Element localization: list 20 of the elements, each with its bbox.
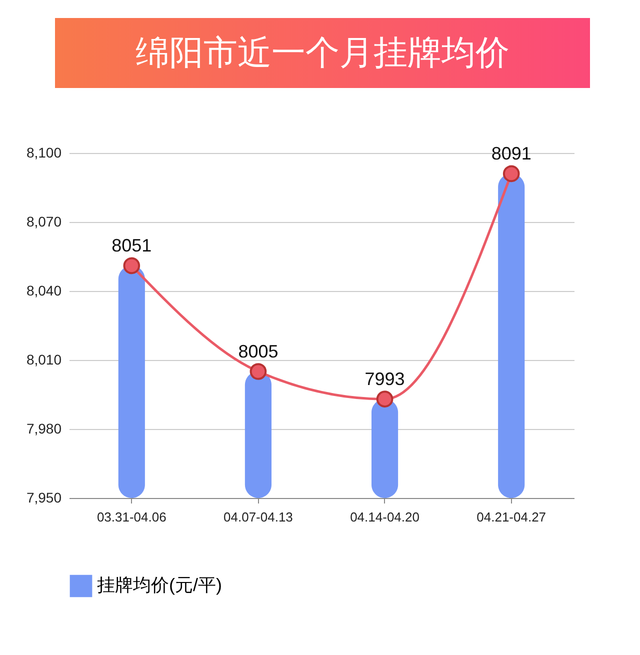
chart-title: 绵阳市近一个月挂牌均价 — [55, 18, 590, 88]
y-tick-label: 8,100 — [26, 144, 62, 160]
point — [376, 390, 394, 408]
data-label: 8091 — [491, 144, 532, 164]
point — [250, 363, 267, 380]
data-label: 8005 — [238, 342, 278, 362]
x-tick-label: 04.14-04.20 — [350, 510, 420, 524]
y-tick-label: 8,040 — [26, 282, 62, 298]
x-tick-label: 04.07-04.13 — [224, 510, 293, 524]
point — [123, 257, 140, 274]
y-tick-label: 7,980 — [26, 420, 62, 436]
x-tick-label: 03.31-04.06 — [96, 510, 166, 524]
x-tick-label: 04.21-04.27 — [476, 510, 546, 524]
y-tick-label: 8,070 — [26, 214, 62, 230]
point — [502, 165, 520, 182]
data-label: 7993 — [364, 369, 405, 390]
legend-label: 挂牌均价(元/平) — [97, 575, 222, 595]
data-label: 8051 — [112, 236, 152, 256]
y-tick-label: 8,010 — [26, 352, 62, 368]
y-tick-label: 7,950 — [26, 490, 62, 506]
